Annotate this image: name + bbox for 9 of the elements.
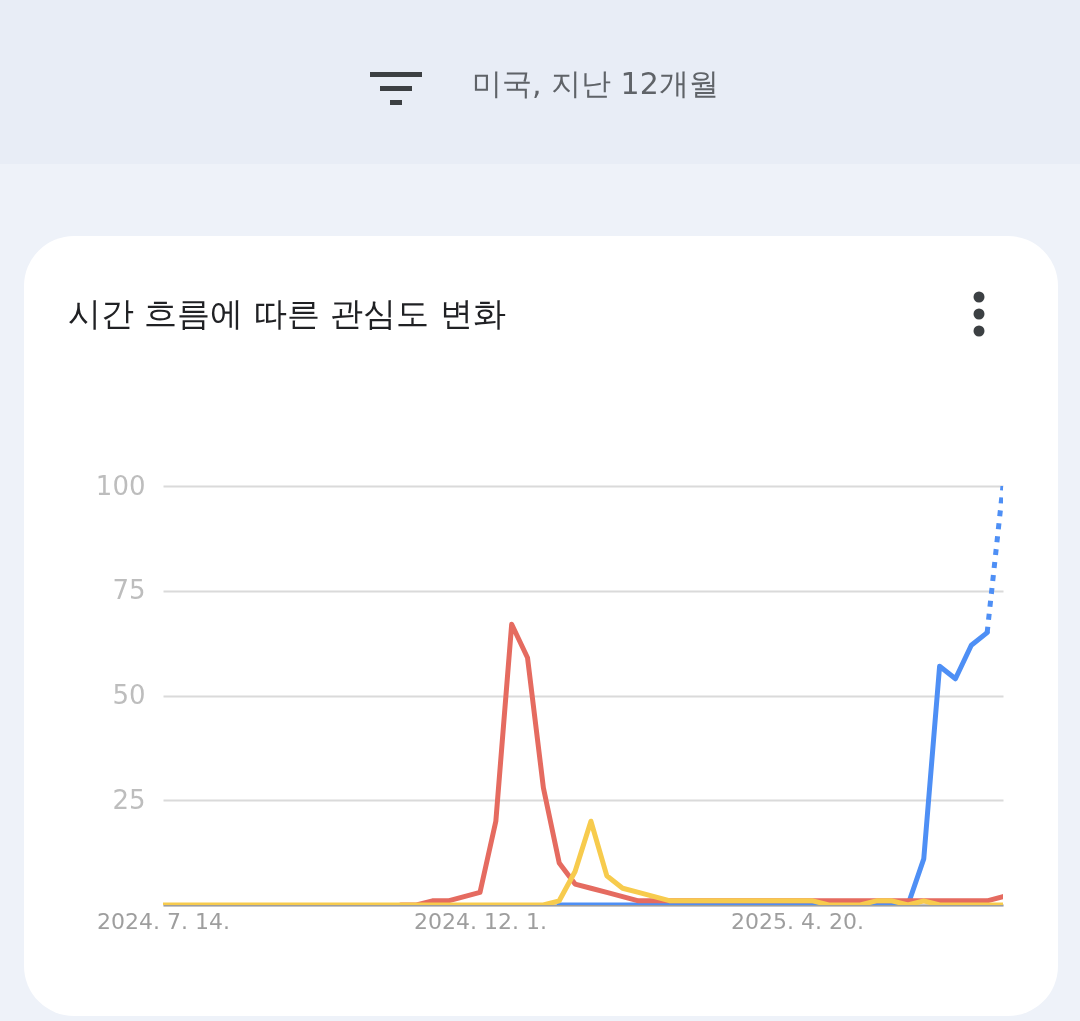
y-tick-label: 50: [112, 680, 146, 710]
y-tick-label: 25: [112, 784, 146, 815]
x-tick-label: 2024. 12. 1.: [414, 908, 547, 934]
chart-title: 시간 흐름에 따른 관심도 변화: [68, 293, 506, 335]
x-tick-label: 2025. 4. 20.: [730, 908, 864, 934]
x-tick-label: 2024. 7. 14.: [97, 908, 230, 934]
y-tick-label: 75: [112, 575, 146, 606]
y-tick-label: 100: [95, 470, 146, 501]
chart-subtitle: 미국, 지난 12개월: [472, 65, 719, 103]
